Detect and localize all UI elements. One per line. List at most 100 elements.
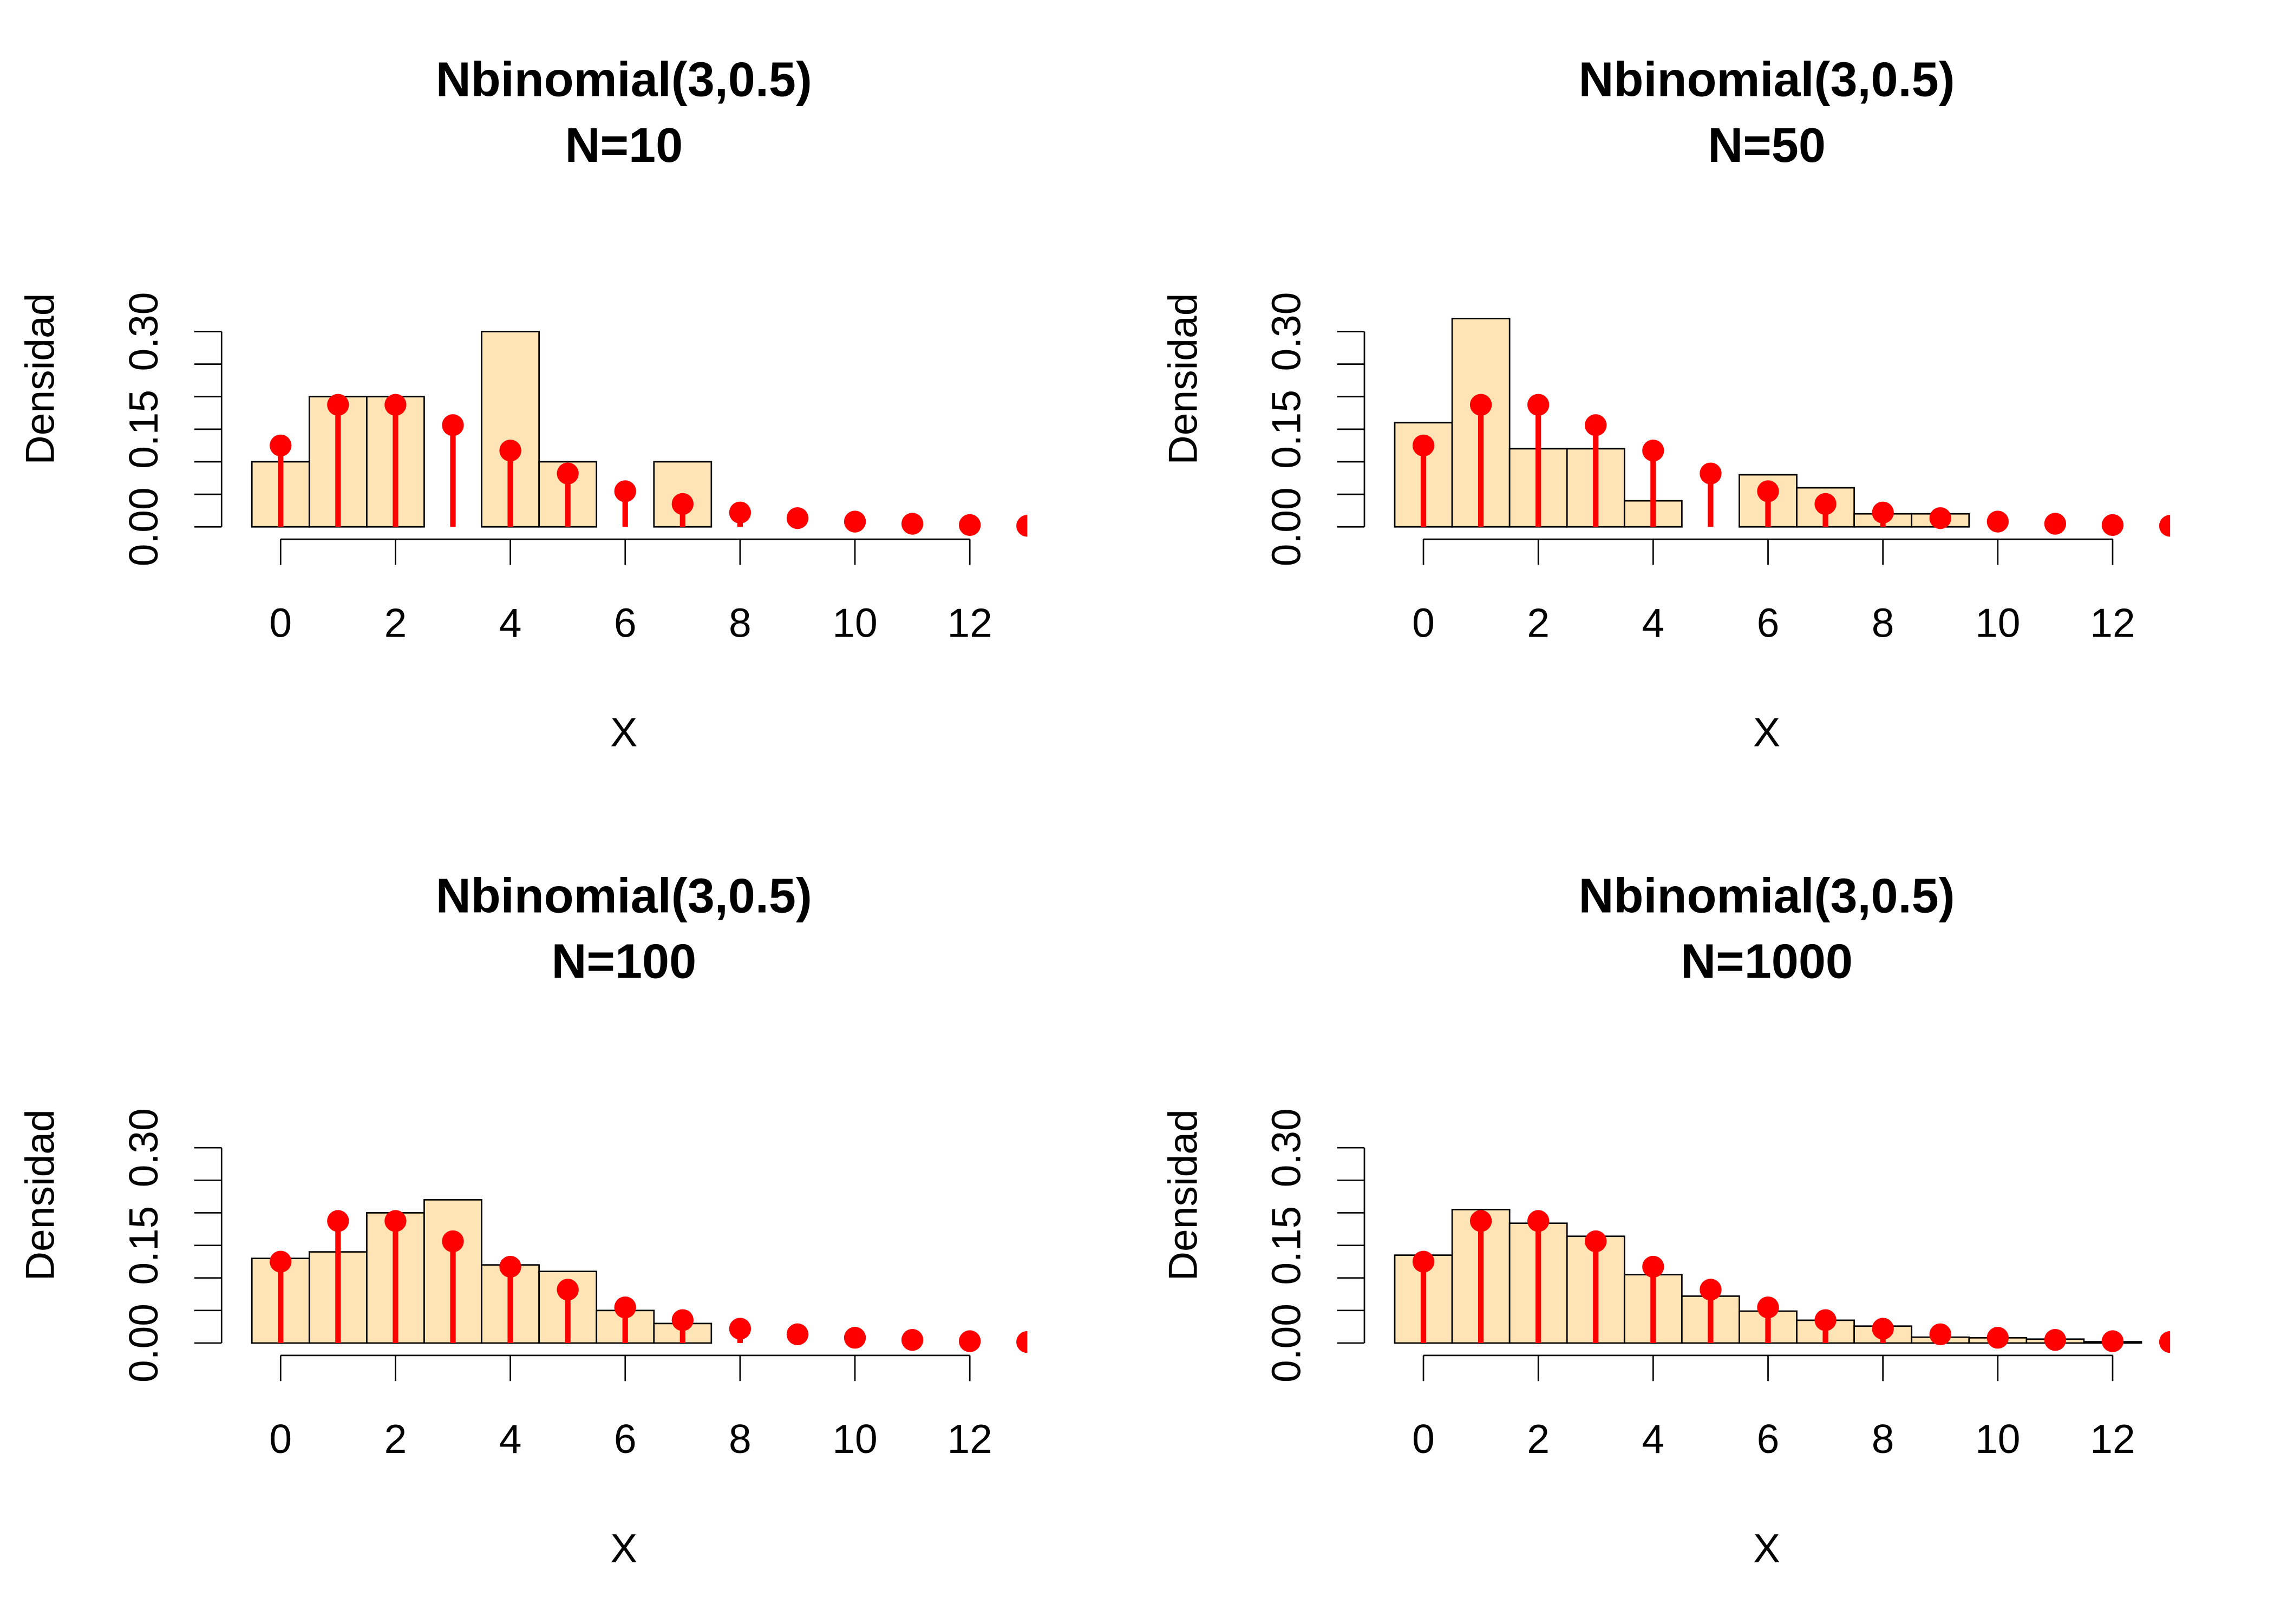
x-tick-label: 6 <box>1757 1416 1780 1462</box>
pmf-point <box>901 513 924 535</box>
pmf-point <box>2101 514 2124 536</box>
chart-panel-4: 0 2 4 6 8 10 12 0.00 0.15 0.30 Nbinomial(3,0.5) N=1… <box>1160 869 2171 1571</box>
pmf-point <box>1700 462 1722 484</box>
x-tick-label: 12 <box>947 1416 992 1462</box>
pmf-point <box>2159 515 2171 537</box>
y-tick-label: 0.00 <box>121 487 166 566</box>
x-tick-label: 12 <box>2090 600 2135 646</box>
chart-title-line-1: Nbinomial(3,0.5) <box>1579 869 1955 923</box>
pmf-point <box>729 501 752 524</box>
pmf-point <box>1642 1255 1664 1278</box>
pmf-point <box>1987 510 2009 533</box>
pmf-point <box>327 1210 349 1232</box>
plot-area <box>251 331 1028 537</box>
y-tick-label: 0.00 <box>1264 487 1309 566</box>
y-tick-label: 0.00 <box>1264 1304 1309 1383</box>
x-axis-title: X <box>1753 709 1780 755</box>
y-tick-label: 0.00 <box>121 1304 166 1383</box>
chart-title-line-2: N=1000 <box>1681 935 1853 989</box>
y-axis: 0.00 0.15 0.30 <box>1264 1108 1365 1383</box>
pmf-point <box>1412 1250 1435 1273</box>
pmf-point <box>959 1330 981 1352</box>
x-tick-label: 10 <box>832 600 877 646</box>
pmf-point <box>270 434 292 457</box>
pmf-point <box>1016 515 1028 537</box>
x-tick-label: 0 <box>269 600 292 646</box>
x-tick-label: 2 <box>384 1416 407 1462</box>
pmf-point <box>844 510 866 533</box>
pmf-point <box>2044 513 2067 535</box>
chart-panel-1: 0 2 4 6 8 10 12 0.00 0.15 0.30 Nbinomial(3,0.5) N=1… <box>17 53 1028 755</box>
pmf-point <box>1814 493 1837 515</box>
chart-title-line-1: Nbinomial(3,0.5) <box>436 53 812 107</box>
pmf-point <box>1757 480 1779 502</box>
pmf-point <box>786 1323 809 1346</box>
x-axis-title: X <box>610 1525 637 1571</box>
y-axis: 0.00 0.15 0.30 <box>121 1108 223 1383</box>
x-tick-label: 8 <box>729 600 752 646</box>
pmf-point <box>671 1309 694 1331</box>
x-tick-label: 10 <box>1975 1416 2020 1462</box>
pmf-point <box>1642 440 1664 462</box>
pmf-point <box>1814 1309 1837 1331</box>
pmf-point <box>1700 1279 1722 1301</box>
x-tick-label: 10 <box>832 1416 877 1462</box>
pmf-point <box>1929 507 1951 529</box>
y-axis-title: Densidad <box>1160 293 1205 465</box>
pmf-point <box>614 480 636 502</box>
x-axis-title: X <box>610 709 637 755</box>
chart-title-line-2: N=100 <box>551 935 696 989</box>
pmf-point <box>1469 1210 1492 1232</box>
pmf-point <box>1872 501 1894 524</box>
x-tick-label: 6 <box>614 600 637 646</box>
x-tick-label: 10 <box>1975 600 2020 646</box>
pmf-point <box>384 1210 407 1232</box>
x-tick-label: 8 <box>1872 600 1894 646</box>
plot-area <box>251 1199 1028 1353</box>
pmf-point <box>901 1328 924 1351</box>
pmf-point <box>1469 394 1492 416</box>
y-axis-title: Densidad <box>17 1109 63 1281</box>
pmf-point <box>2159 1331 2171 1353</box>
y-tick-label: 0.15 <box>1264 390 1309 469</box>
pmf-point <box>671 493 694 515</box>
y-tick-label: 0.15 <box>121 390 166 469</box>
pmf-point <box>327 394 349 416</box>
pmf-point <box>1585 1230 1607 1253</box>
x-tick-label: 4 <box>1642 600 1664 646</box>
x-tick-label: 8 <box>729 1416 752 1462</box>
x-tick-label: 4 <box>499 600 522 646</box>
x-axis: 0 2 4 6 8 10 12 <box>1412 1354 2135 1462</box>
y-tick-label: 0.30 <box>1264 292 1309 371</box>
x-axis: 0 2 4 6 8 10 12 <box>1412 538 2135 646</box>
y-axis: 0.00 0.15 0.30 <box>1264 292 1365 566</box>
chart-panel-3: 0 2 4 6 8 10 12 0.00 0.15 0.30 Nbinomial(3,0.5) N=1… <box>17 869 1028 1571</box>
pmf-point <box>2044 1328 2067 1351</box>
y-axis-title: Densidad <box>17 293 63 465</box>
x-tick-label: 2 <box>1527 600 1550 646</box>
x-tick-label: 4 <box>1642 1416 1664 1462</box>
pmf-point <box>959 514 981 536</box>
chart-title-line-2: N=50 <box>1708 119 1826 173</box>
x-tick-label: 4 <box>499 1416 522 1462</box>
pmf-point <box>844 1327 866 1349</box>
pmf-point <box>442 1230 464 1253</box>
pmf-point <box>2101 1330 2124 1352</box>
chart-title-line-1: Nbinomial(3,0.5) <box>436 869 812 923</box>
x-axis: 0 2 4 6 8 10 12 <box>269 1354 992 1462</box>
y-tick-label: 0.15 <box>121 1206 166 1285</box>
chart-title-line-2: N=10 <box>565 119 683 173</box>
x-tick-label: 12 <box>2090 1416 2135 1462</box>
pmf-point <box>499 1255 521 1278</box>
plot-area <box>1394 318 2171 537</box>
y-tick-label: 0.30 <box>1264 1108 1309 1187</box>
pmf-point <box>1929 1323 1951 1346</box>
pmf-point <box>557 1279 579 1301</box>
x-tick-label: 12 <box>947 600 992 646</box>
y-tick-label: 0.30 <box>121 1108 166 1187</box>
x-tick-label: 0 <box>1412 1416 1435 1462</box>
y-tick-label: 0.30 <box>121 292 166 371</box>
pmf-point <box>1585 414 1607 436</box>
pmf-point <box>499 440 521 462</box>
